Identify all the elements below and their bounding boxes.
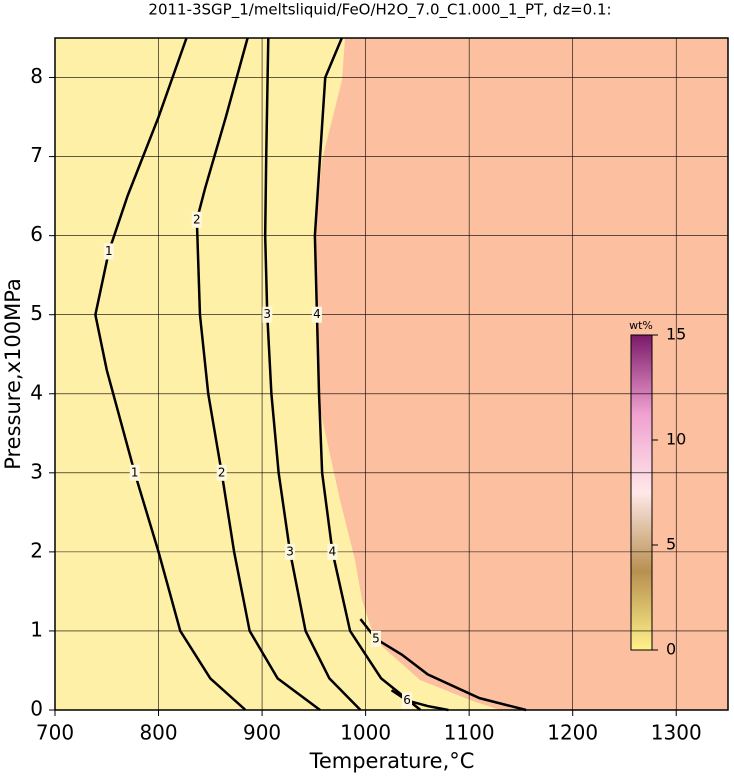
contour-label-bg (262, 306, 273, 323)
x-tick-label: 900 (243, 721, 281, 745)
contour-label-bg (311, 306, 322, 323)
contour-label-bg (285, 543, 296, 560)
contour-line (263, 37, 362, 711)
x-tick-label: 800 (139, 721, 177, 745)
y-tick-label: 0 (30, 697, 43, 721)
x-tick-label: 700 (36, 721, 74, 745)
x-tick-label: 1000 (340, 721, 391, 745)
contour-label: 2 (193, 212, 201, 226)
y-axis-label: Pressure,x100MPa (1, 278, 25, 470)
x-tick-label: 1100 (444, 721, 495, 745)
y-tick-label: 2 (30, 538, 43, 562)
contour-label: 4 (313, 307, 321, 321)
colorbar (630, 334, 653, 651)
y-tick-label: 1 (30, 617, 43, 641)
plot-frame (54, 37, 729, 711)
colorbar-tick-label: 5 (666, 535, 676, 554)
contour-label-bg (191, 211, 202, 228)
contour-line (390, 689, 449, 712)
contour-label-bg (327, 543, 338, 560)
x-tick-label: 1200 (547, 721, 598, 745)
colorbar-tick-label: 10 (666, 430, 686, 449)
contour-label-bg (129, 464, 140, 481)
contour-label: 6 (403, 693, 411, 707)
y-tick-label: 7 (30, 143, 43, 167)
colorbar-tick-label: 0 (666, 640, 676, 659)
y-tick-label: 6 (30, 222, 43, 246)
y-tick-label: 3 (30, 459, 43, 483)
x-tick-label: 1300 (651, 721, 702, 745)
contour-label: 5 (372, 631, 380, 645)
contour-label: 2 (218, 465, 226, 479)
contour-line (94, 37, 247, 711)
contour-label-bg (216, 464, 227, 481)
y-tick-label: 8 (30, 64, 43, 88)
low-region (55, 38, 500, 710)
contour-line (313, 37, 422, 711)
colorbar-label: wt% (629, 319, 653, 332)
contour-label-bg (103, 243, 114, 260)
contour-label-bg (370, 630, 381, 647)
colorbar-tick-label: 15 (666, 325, 686, 344)
contour-label: 3 (286, 544, 294, 558)
contour-label: 1 (105, 244, 113, 258)
contour-label: 1 (131, 465, 139, 479)
y-tick-label: 5 (30, 301, 43, 325)
contour-label: 4 (329, 544, 337, 558)
x-axis-label: Temperature,°C (309, 749, 475, 773)
y-tick-label: 4 (30, 380, 43, 404)
chart-title: 2011-3SGP_1/meltsliquid/FeO/H2O_7.0_C1.0… (148, 1, 611, 20)
contour-label: 3 (263, 307, 271, 321)
contour-line (195, 37, 321, 712)
contour-label-bg (402, 692, 413, 709)
